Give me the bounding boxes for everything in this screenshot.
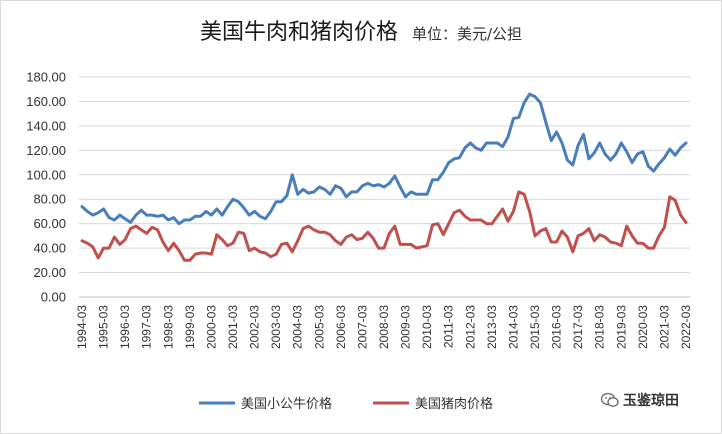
x-tick-label: 2013-03	[485, 305, 499, 349]
brand-name: 玉鉴琼田	[623, 393, 679, 409]
x-tick-label: 1999-03	[183, 305, 197, 349]
legend-label: 美国猪肉价格	[415, 396, 493, 412]
x-tick-label: 2011-03	[442, 305, 456, 348]
x-tick-label: 2021-03	[657, 305, 671, 349]
y-tick-label: 160.00	[26, 94, 66, 109]
chart-title: 美国牛肉和猪肉价格 单位：美元/公担	[0, 14, 722, 46]
x-tick-label: 2009-03	[399, 305, 413, 349]
title-main: 美国牛肉和猪肉价格	[199, 20, 398, 45]
x-tick-label: 1998-03	[161, 305, 175, 349]
y-tick-label: 80.00	[33, 192, 66, 207]
x-tick-label: 2014-03	[506, 305, 520, 349]
y-tick-label: 180.00	[26, 70, 66, 85]
y-tick-label: 20.00	[33, 265, 66, 280]
x-tick-label: 2006-03	[334, 305, 348, 349]
x-tick-label: 2018-03	[593, 305, 607, 349]
x-tick-label: 2020-03	[636, 305, 650, 349]
x-tick-label: 2007-03	[355, 305, 369, 349]
series-line-1	[80, 92, 688, 226]
x-tick-label: 2000-03	[204, 305, 218, 349]
x-tick-label: 1996-03	[118, 305, 132, 349]
x-tick-label: 2008-03	[377, 305, 391, 349]
x-tick-label: 2010-03	[420, 305, 434, 349]
y-tick-label: 120.00	[26, 143, 66, 158]
title-unit: 单位：美元/公担	[411, 25, 523, 43]
x-tick-label: 1994-03	[75, 305, 89, 349]
x-tick-label: 2016-03	[550, 305, 564, 349]
legend-label: 美国小公牛价格	[241, 396, 332, 412]
y-tick-label: 100.00	[26, 167, 66, 182]
y-tick-label: 60.00	[33, 216, 66, 231]
x-tick-label: 2017-03	[571, 305, 585, 349]
x-tick-label: 2004-03	[291, 305, 305, 349]
y-tick-label: 0.00	[41, 290, 66, 305]
wechat-icon	[601, 392, 619, 407]
brand-watermark: 玉鉴琼田	[601, 390, 679, 410]
x-tick-label: 2003-03	[269, 305, 283, 349]
x-tick-label: 2012-03	[463, 305, 477, 349]
x-tick-label: 1995-03	[97, 305, 111, 349]
x-tick-label: 2001-03	[226, 305, 240, 349]
x-tick-label: 2002-03	[248, 305, 262, 349]
x-tick-label: 2019-03	[614, 305, 628, 349]
x-tick-label: 2015-03	[528, 305, 542, 349]
y-tick-label: 140.00	[26, 118, 66, 133]
series-line-2	[80, 190, 688, 262]
x-tick-label: 1997-03	[140, 305, 154, 349]
x-tick-label: 2022-03	[679, 305, 693, 349]
y-tick-label: 40.00	[33, 241, 66, 256]
x-tick-label: 2005-03	[312, 305, 326, 349]
